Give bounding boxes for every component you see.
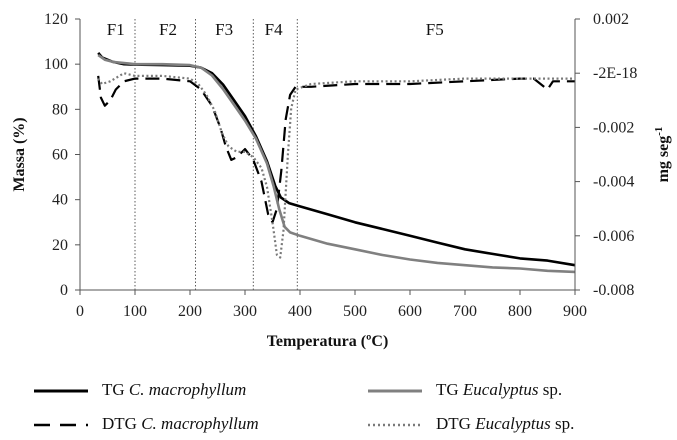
zone-label: F4 — [265, 20, 283, 39]
series-line-2 — [97, 54, 576, 274]
x-tick-label: 300 — [233, 303, 257, 320]
y-axis-right-label: mg seg-1 — [653, 127, 672, 183]
zone-label: F2 — [159, 20, 177, 39]
zone-label: F3 — [215, 20, 233, 39]
x-axis-label: Temperatura (ºC) — [267, 333, 389, 350]
series-line-1 — [97, 75, 575, 224]
y-left-tick-label: 100 — [44, 56, 68, 73]
legend-prefix: TG — [436, 380, 459, 399]
legend-suffix: sp. — [538, 380, 563, 399]
y-left-tick-label: 60 — [52, 147, 68, 164]
x-tick-label: 800 — [508, 303, 532, 320]
x-tick-label: 100 — [123, 303, 147, 320]
legend-swatch-dtg-eucalyptus — [368, 423, 422, 427]
legend-prefix: DTG — [102, 414, 137, 433]
legend-item-dtg-eucalyptus: DTG Eucalyptus sp. — [368, 414, 574, 434]
y-left-tick-label: 20 — [52, 237, 68, 254]
x-tick-label: 600 — [398, 303, 422, 320]
y-right-tick-label: -0.002 — [593, 119, 634, 136]
legend-item-tg-eucalyptus: TG Eucalyptus sp. — [368, 380, 562, 400]
legend-swatch-tg-eucalyptus — [368, 389, 422, 393]
chart: F1 F2 F3 F4 F5 0 100 200 300 400 500 600 700 800 9000… — [11, 11, 672, 350]
y-axis-left-label: Massa (%) — [11, 117, 28, 191]
y-left-tick-label: 120 — [44, 11, 68, 28]
y-left-tick-label: 0 — [60, 282, 68, 299]
legend-species: C. macrophyllum — [128, 380, 247, 399]
y-right-tick-label: 0.002 — [593, 11, 629, 28]
x-tick-label: 700 — [453, 303, 477, 320]
legend-swatch-dtg-c-macrophyllum — [34, 423, 88, 427]
legend-prefix: DTG — [436, 414, 471, 433]
y-right-tick-label: -0.006 — [593, 228, 634, 245]
x-tick-label: 200 — [178, 303, 202, 320]
legend-swatch-tg-c-macrophyllum — [34, 389, 88, 393]
legend-species: Eucalyptus — [475, 414, 551, 433]
y-right-tick-label: -0.008 — [593, 282, 634, 299]
y-axis-right-label-exponent: -1 — [653, 127, 665, 136]
x-tick-label: 400 — [288, 303, 312, 320]
y-axis-right-label-base: mg seg — [655, 136, 672, 183]
y-left-tick-label: 40 — [52, 192, 68, 209]
legend-item-dtg-c-macrophyllum: DTG C. macrophyllum — [34, 414, 259, 434]
x-tick-label: 0 — [76, 303, 84, 320]
x-tick-label: 900 — [563, 303, 587, 320]
legend-item-tg-c-macrophyllum: TG C. macrophyllum — [34, 380, 246, 400]
legend-species: Eucalyptus — [462, 380, 539, 399]
legend-suffix: sp. — [550, 414, 575, 433]
legend-species: C. macrophyllum — [141, 414, 259, 433]
y-right-tick-label: -2E-18 — [593, 65, 637, 82]
x-tick-label: 500 — [343, 303, 367, 320]
legend-prefix: TG — [102, 380, 125, 399]
y-right-tick-label: -0.004 — [593, 174, 634, 191]
y-left-tick-label: 80 — [52, 101, 68, 118]
series-line-3 — [97, 72, 575, 259]
zone-label: F1 — [107, 20, 125, 39]
zone-label: F5 — [426, 20, 444, 39]
